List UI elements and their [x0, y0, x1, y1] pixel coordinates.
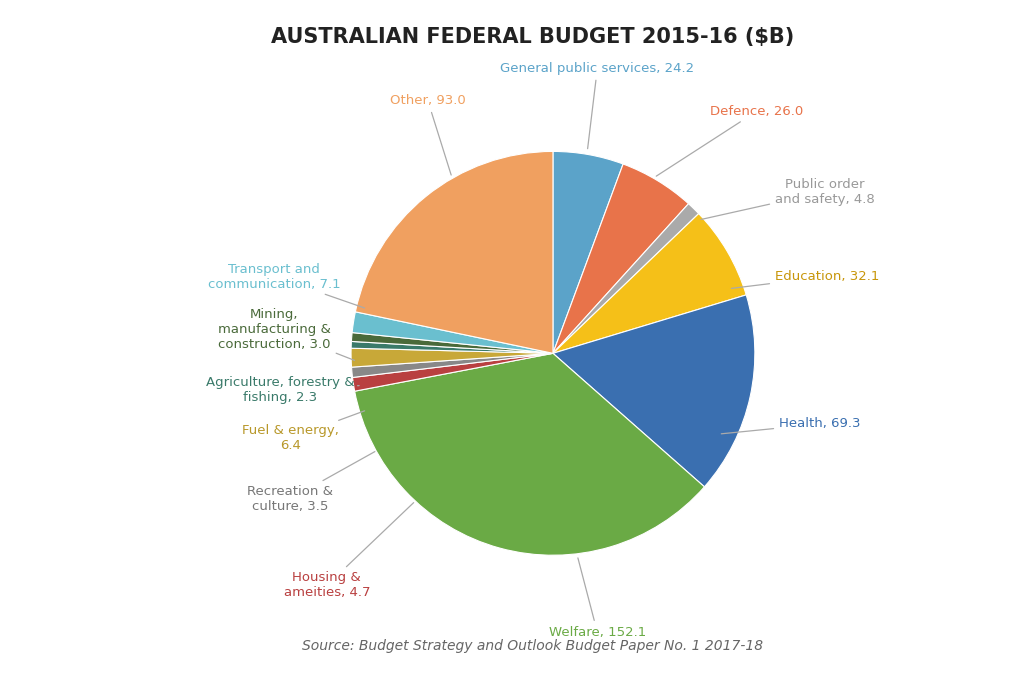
Text: AUSTRALIAN FEDERAL BUDGET 2015-16 ($B): AUSTRALIAN FEDERAL BUDGET 2015-16 ($B) [271, 27, 794, 47]
Wedge shape [553, 213, 746, 353]
Text: Source: Budget Strategy and Outlook Budget Paper No. 1 2017-18: Source: Budget Strategy and Outlook Budg… [302, 639, 763, 653]
Text: Agriculture, forestry &
fishing, 2.3: Agriculture, forestry & fishing, 2.3 [206, 376, 359, 404]
Text: Transport and
communication, 7.1: Transport and communication, 7.1 [208, 262, 365, 308]
Wedge shape [351, 348, 553, 367]
Text: Mining,
manufacturing &
construction, 3.0: Mining, manufacturing & construction, 3.… [218, 308, 354, 360]
Text: Health, 69.3: Health, 69.3 [721, 417, 860, 434]
Text: Education, 32.1: Education, 32.1 [731, 270, 880, 288]
Text: Welfare, 152.1: Welfare, 152.1 [549, 558, 646, 639]
Wedge shape [553, 164, 688, 353]
Text: Other, 93.0: Other, 93.0 [390, 94, 466, 175]
Wedge shape [352, 353, 553, 391]
Wedge shape [553, 295, 755, 487]
Wedge shape [553, 204, 698, 353]
Text: Housing &
ameities, 4.7: Housing & ameities, 4.7 [284, 503, 414, 600]
Text: Fuel & energy,
6.4: Fuel & energy, 6.4 [242, 411, 365, 452]
Wedge shape [352, 312, 553, 353]
Wedge shape [355, 151, 553, 353]
Wedge shape [553, 151, 624, 353]
Wedge shape [351, 341, 553, 353]
Wedge shape [351, 332, 553, 353]
Text: Defence, 26.0: Defence, 26.0 [656, 104, 804, 176]
Wedge shape [351, 353, 553, 378]
Wedge shape [354, 353, 705, 555]
Text: Public order
and safety, 4.8: Public order and safety, 4.8 [701, 178, 874, 219]
Text: General public services, 24.2: General public services, 24.2 [501, 62, 694, 149]
Text: Recreation &
culture, 3.5: Recreation & culture, 3.5 [248, 452, 375, 513]
